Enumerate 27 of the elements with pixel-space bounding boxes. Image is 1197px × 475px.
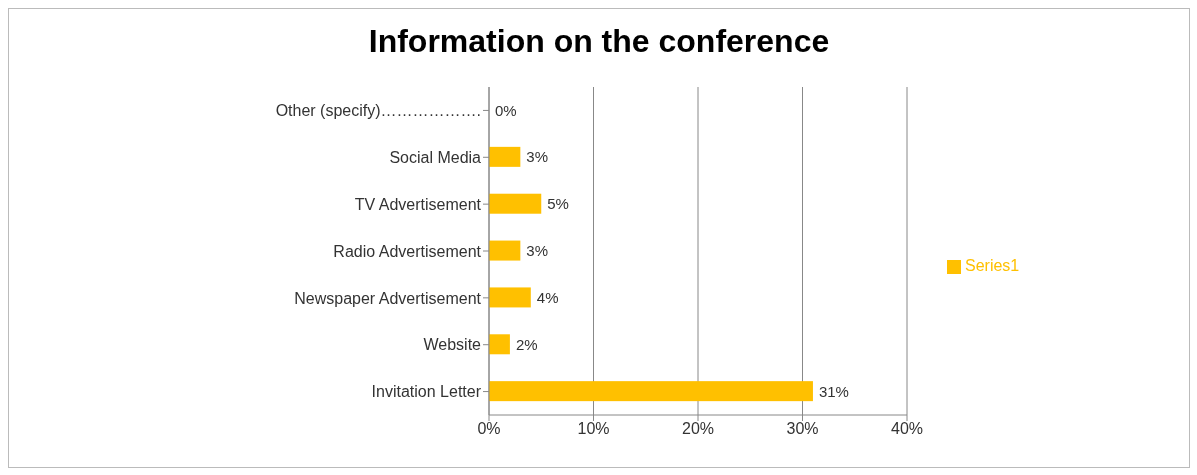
x-tick-label: 20% [681, 420, 715, 438]
legend-label: Series1 [965, 257, 1020, 274]
y-tick-label: TV Advertisement [354, 195, 482, 213]
x-tick-label: 30% [786, 420, 819, 438]
bar [489, 240, 521, 261]
y-tick-label: Newspaper Advertisement [294, 289, 482, 307]
data-label: 5% [547, 195, 569, 213]
y-tick-label: Other (specify)………………. [275, 102, 481, 120]
bar [489, 146, 521, 167]
data-label: 2% [515, 335, 538, 353]
data-label: 3% [526, 148, 549, 166]
bar [489, 193, 542, 214]
y-tick-label: Website [423, 336, 482, 354]
bar [489, 381, 813, 402]
data-label: 4% [536, 288, 559, 306]
data-label: 3% [526, 242, 549, 260]
y-tick-label: Radio Advertisement [333, 242, 482, 260]
y-tick-label: Invitation Letter [371, 383, 482, 401]
bar [489, 334, 510, 355]
x-tick-label: 40% [890, 420, 924, 438]
x-tick-label: 10% [577, 420, 610, 438]
x-tick-label: 0% [477, 420, 501, 438]
bar [489, 287, 531, 308]
chart-title: Information on the conference [367, 23, 831, 61]
y-tick-label: Social Media [389, 148, 482, 166]
data-label: 31% [818, 382, 849, 400]
data-label: 0% [495, 101, 517, 119]
